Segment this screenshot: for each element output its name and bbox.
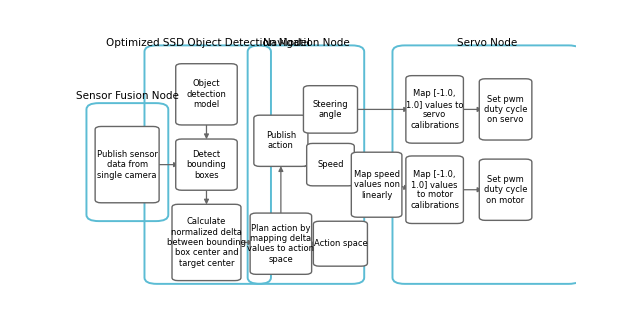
Text: Set pwm
duty cycle
on motor: Set pwm duty cycle on motor — [484, 175, 527, 205]
Text: Sensor Fusion Node: Sensor Fusion Node — [76, 91, 179, 101]
Text: Optimized SSD Object Detection Model: Optimized SSD Object Detection Model — [106, 38, 310, 48]
Text: Calculate
normalized delta
between bounding
box center and
target center: Calculate normalized delta between bound… — [167, 217, 246, 268]
Text: Publish sensor
data from
single camera: Publish sensor data from single camera — [97, 150, 157, 180]
Text: Detect
bounding
boxes: Detect bounding boxes — [187, 150, 227, 180]
Text: Map speed
values non
linearly: Map speed values non linearly — [354, 170, 399, 200]
Text: Speed: Speed — [317, 160, 344, 169]
FancyBboxPatch shape — [406, 76, 463, 143]
Text: Map [-1.0,
1.0] values
to motor
calibrations: Map [-1.0, 1.0] values to motor calibrat… — [410, 170, 459, 210]
FancyBboxPatch shape — [176, 139, 237, 190]
Text: Servo Node: Servo Node — [456, 38, 517, 48]
FancyBboxPatch shape — [406, 156, 463, 224]
FancyBboxPatch shape — [479, 79, 532, 140]
Text: Navigation Node: Navigation Node — [263, 38, 349, 48]
FancyBboxPatch shape — [314, 221, 367, 266]
FancyBboxPatch shape — [250, 213, 312, 274]
FancyBboxPatch shape — [351, 152, 402, 217]
Text: Map [-1.0,
1.0] values to
servo
calibrations: Map [-1.0, 1.0] values to servo calibrat… — [406, 89, 463, 129]
Text: Plan action by
mapping delta
values to action
space: Plan action by mapping delta values to a… — [248, 224, 314, 264]
Text: Steering
angle: Steering angle — [313, 100, 348, 119]
FancyBboxPatch shape — [307, 143, 355, 186]
FancyBboxPatch shape — [176, 64, 237, 125]
Text: Publish
action: Publish action — [266, 131, 296, 151]
FancyBboxPatch shape — [95, 126, 159, 203]
Text: Set pwm
duty cycle
on servo: Set pwm duty cycle on servo — [484, 95, 527, 124]
FancyBboxPatch shape — [172, 204, 241, 281]
FancyBboxPatch shape — [254, 115, 308, 166]
FancyBboxPatch shape — [303, 86, 358, 133]
Text: Object
detection
model: Object detection model — [186, 80, 227, 109]
Text: Action space: Action space — [314, 239, 367, 248]
FancyBboxPatch shape — [479, 159, 532, 220]
